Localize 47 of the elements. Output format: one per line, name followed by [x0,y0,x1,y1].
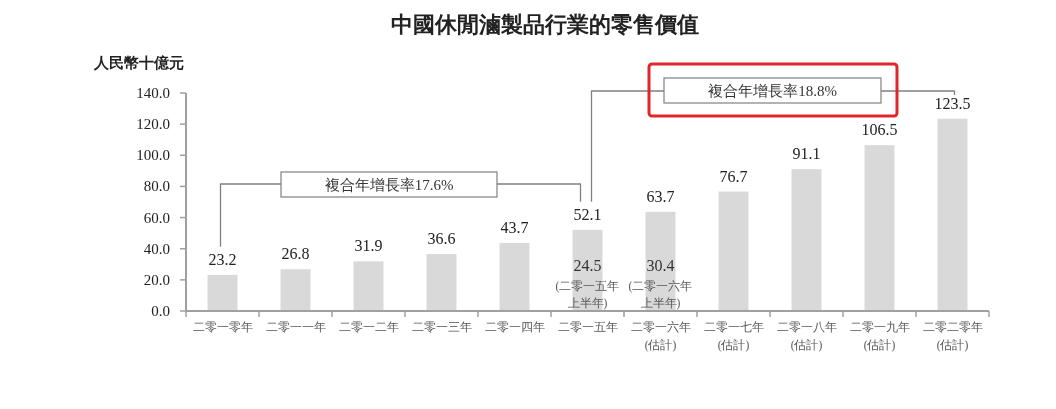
x-tick-label: 二零一三年 [411,321,472,333]
data-label: 43.7 [500,218,529,236]
data-label: 23.2 [208,250,237,268]
y-tick-label: 100.0 [136,147,170,164]
x-tick-label: 二零一二年 [338,321,399,333]
bar [353,261,384,311]
annotation: 30.4 [646,257,675,274]
bar [499,242,530,311]
x-tick-label: 二零一四年 [484,321,545,333]
y-tick-label: 140.0 [136,85,170,101]
annotation: 複合年增長率18.8% [708,83,837,99]
data-label: 36.6 [427,230,456,248]
bar [280,269,311,311]
x-tick-label: 二零一一年 [265,321,326,333]
x-tick-label: 二零一五年 [557,321,618,333]
y-tick-label: 60.0 [143,209,170,226]
bar [207,274,238,311]
bar [937,118,968,311]
annotation: 24.5 [573,257,602,274]
y-tick-label: 0.0 [151,303,170,319]
bar [426,254,457,311]
bar [718,191,749,311]
annotation: (二零一六年上半年) [628,279,693,310]
y-tick-label: 80.0 [143,178,170,195]
annotation: (二零一五年上半年) [555,280,620,310]
data-label: 76.7 [719,167,748,185]
annotation: 複合年增長率17.6% [324,177,454,193]
x-tick-label: 二零一零年 [192,321,253,333]
data-label: 52.1 [573,205,602,223]
data-label: 26.8 [281,245,310,263]
x-tick-label: 二零一九年 (估計) [849,321,910,352]
data-label: 31.9 [354,237,383,255]
x-tick-label: 二零二零年 (估計) [922,321,983,352]
chart-title: 中國休閒滷製品行業的零售價值 [391,12,699,37]
y-tick-label: 120.0 [136,116,170,133]
y-tick-label: 40.0 [143,240,170,257]
bar [864,145,895,311]
data-label: 123.5 [934,94,971,112]
data-label: 63.7 [646,187,675,205]
x-tick-label: 二零一六年 (估計) [630,320,691,352]
y-axis-title: 人民幣十億元 [93,54,184,71]
data-label: 91.1 [792,145,821,163]
bar [791,169,822,311]
data-label: 106.5 [861,121,898,139]
x-tick-label: 二零一八年 (估計) [776,321,837,352]
y-tick-label: 20.0 [143,271,170,288]
x-tick-label: 二零一七年 (估計) [703,321,764,352]
